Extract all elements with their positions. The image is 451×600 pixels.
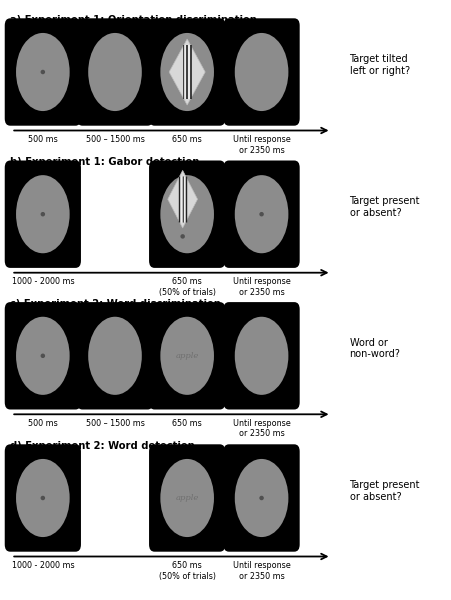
Text: d) Experiment 2: Word detection: d) Experiment 2: Word detection	[10, 441, 195, 451]
Text: apple: apple	[175, 352, 199, 360]
Ellipse shape	[41, 496, 45, 500]
FancyBboxPatch shape	[224, 444, 299, 552]
FancyBboxPatch shape	[224, 161, 299, 268]
Text: 650 ms: 650 ms	[172, 135, 202, 144]
Ellipse shape	[259, 212, 264, 217]
FancyBboxPatch shape	[224, 18, 299, 125]
Text: Until response
or 2350 ms: Until response or 2350 ms	[233, 277, 290, 297]
Text: 1000 - 2000 ms: 1000 - 2000 ms	[12, 277, 74, 286]
Ellipse shape	[41, 353, 45, 358]
Text: Until response
or 2350 ms: Until response or 2350 ms	[233, 562, 290, 581]
Text: Target tilted
left or right?: Target tilted left or right?	[350, 54, 410, 76]
Ellipse shape	[180, 234, 185, 239]
Text: 500 ms: 500 ms	[28, 419, 58, 428]
Text: b) Experiment 1: Gabor detection: b) Experiment 1: Gabor detection	[10, 157, 199, 167]
Ellipse shape	[161, 175, 214, 253]
Ellipse shape	[235, 459, 288, 537]
Text: 650 ms: 650 ms	[172, 419, 202, 428]
Ellipse shape	[88, 317, 142, 395]
FancyBboxPatch shape	[5, 161, 81, 268]
Text: 650 ms
(50% of trials): 650 ms (50% of trials)	[159, 277, 216, 297]
FancyBboxPatch shape	[149, 302, 225, 409]
FancyBboxPatch shape	[77, 302, 153, 409]
Ellipse shape	[235, 175, 288, 253]
Text: 1000 - 2000 ms: 1000 - 2000 ms	[12, 562, 74, 570]
Text: c) Experiment 2: Word discrimination: c) Experiment 2: Word discrimination	[10, 299, 221, 309]
FancyBboxPatch shape	[5, 444, 81, 552]
Text: Word or
non-word?: Word or non-word?	[350, 338, 400, 359]
FancyBboxPatch shape	[5, 18, 81, 125]
FancyBboxPatch shape	[149, 18, 225, 125]
FancyBboxPatch shape	[149, 161, 225, 268]
Text: 500 ms: 500 ms	[28, 135, 58, 144]
Text: a) Experiment 1: Orientation discrimination: a) Experiment 1: Orientation discriminat…	[10, 15, 257, 25]
FancyBboxPatch shape	[149, 444, 225, 552]
Ellipse shape	[161, 317, 214, 395]
FancyBboxPatch shape	[5, 302, 81, 409]
Text: apple: apple	[175, 494, 199, 502]
Ellipse shape	[161, 459, 214, 537]
Ellipse shape	[16, 33, 69, 111]
Text: 500 – 1500 ms: 500 – 1500 ms	[86, 135, 144, 144]
Ellipse shape	[16, 317, 69, 395]
Polygon shape	[168, 170, 198, 228]
Text: Until response
or 2350 ms: Until response or 2350 ms	[233, 419, 290, 439]
Ellipse shape	[88, 33, 142, 111]
Text: 500 – 1500 ms: 500 – 1500 ms	[86, 419, 144, 428]
Polygon shape	[169, 39, 205, 105]
Text: Until response
or 2350 ms: Until response or 2350 ms	[233, 135, 290, 155]
Ellipse shape	[259, 496, 264, 500]
Ellipse shape	[41, 212, 45, 217]
FancyBboxPatch shape	[77, 18, 153, 125]
Ellipse shape	[161, 33, 214, 111]
Ellipse shape	[16, 459, 69, 537]
Text: 650 ms
(50% of trials): 650 ms (50% of trials)	[159, 562, 216, 581]
Text: Target present
or absent?: Target present or absent?	[350, 196, 420, 218]
Ellipse shape	[235, 33, 288, 111]
FancyBboxPatch shape	[224, 302, 299, 409]
Text: Target present
or absent?: Target present or absent?	[350, 480, 420, 502]
Ellipse shape	[41, 70, 45, 74]
Ellipse shape	[16, 175, 69, 253]
Ellipse shape	[235, 317, 288, 395]
